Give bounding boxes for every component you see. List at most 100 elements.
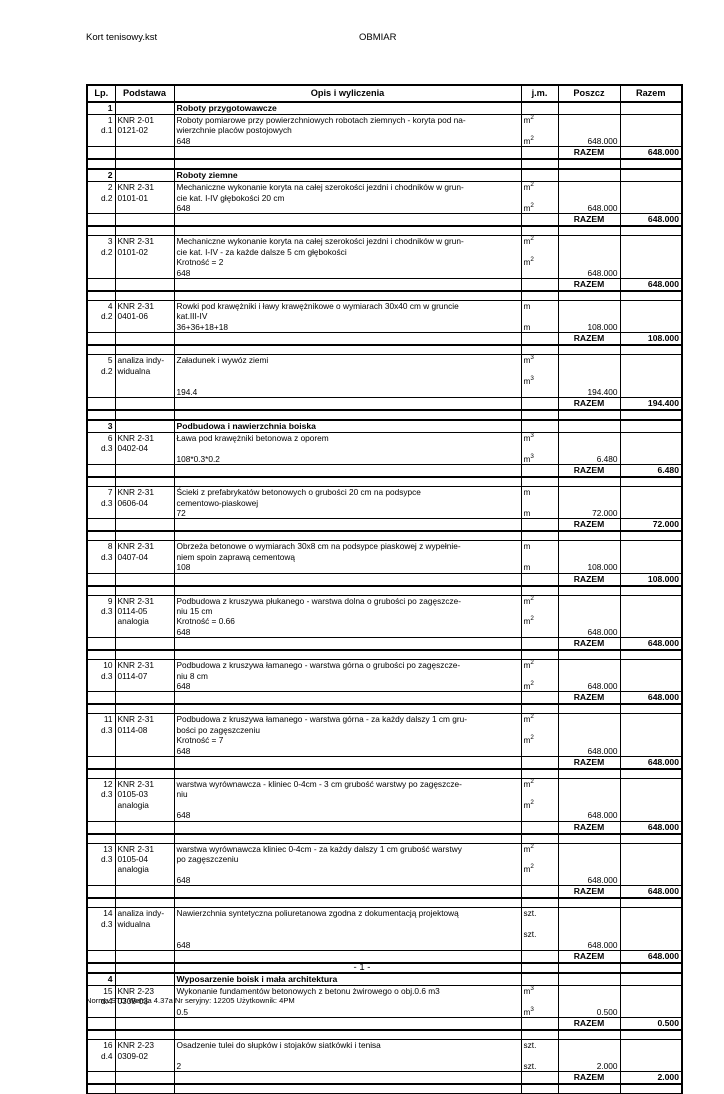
spacer-cell [619,409,683,421]
table-row[interactable]: 3 d.2 KNR 2-31 0101-02 Mechaniczne wykonanie… [86,235,683,280]
spacer-cell [114,585,175,596]
spacer-cell [557,1030,621,1041]
total-lp-cell [86,572,116,587]
row-poszcz-cell: 108.000 [557,300,621,334]
spacer-cell [557,585,621,596]
section-title: Roboty przygotowawcze [173,101,522,115]
row-podstawa-cell: analiza indy-widualna [114,907,175,951]
total-value: 648.000 [619,213,683,228]
total-lp-cell [86,518,116,533]
row-description-cell: Ława pod krawężniki betonowa z oporem 10… [173,431,522,466]
table-header-row: Lp. Podstawa Opis i wyliczenia j.m. Posz… [86,84,683,103]
row-description-cell: Rowki pod krawężniki i ławy krawężnikowe… [173,300,522,334]
column-header-poszcz: Poszcz [557,84,621,103]
table-row[interactable]: 8 d.3 KNR 2-31 0407-04 Obrzeża betonowe o wy… [86,540,683,574]
row-spacer [86,531,683,542]
row-spacer [86,833,683,844]
row-podstawa-cell: KNR 2-23 0308-03 [114,984,175,1019]
section-podstawa-cell [114,418,175,433]
column-header-podstawa: Podstawa [114,84,175,103]
total-jm-cell [520,885,559,900]
spacer-cell [619,159,683,170]
table-row[interactable]: 7 d.3 KNR 2-31 0606-04 Ścieki z prefabrykató… [86,486,683,520]
row-unit-cell: m2 m2 [520,778,559,822]
spacer-cell [557,345,621,356]
row-spacer [86,650,683,661]
row-spacer [86,898,683,909]
obmiar-table-body: Lp. Podstawa Opis i wyliczenia j.m. Posz… [86,84,683,1094]
row-poszcz-cell: 0.500 [557,984,621,1019]
spacer-cell [557,159,621,170]
total-opis-cell [173,572,522,587]
spacer-cell [520,531,559,542]
row-number-cell: 6 d.3 [86,431,116,466]
table-row[interactable]: 15 d.4 KNR 2-23 0308-03 Wykonanie fundamentó… [86,984,683,1019]
spacer-cell [173,159,522,170]
spacer-cell [520,1030,559,1041]
table-row[interactable]: 4 d.2 KNR 2-31 0401-06 Rowki pod krawężniki … [86,300,683,334]
row-description-cell: Załadunek i wywóz ziemi 194.4 [173,354,522,398]
row-poszcz-cell: 648.000 [557,713,621,758]
spacer-cell [520,585,559,596]
spacer-cell [619,345,683,356]
total-value: 648.000 [619,885,683,900]
table-row[interactable]: 13 d.3 KNR 2-31 0105-04 analogia warstwa wyró… [86,842,683,887]
obmiar-table: Lp. Podstawa Opis i wyliczenia j.m. Posz… [86,84,683,1094]
table-row[interactable]: 2 d.2 KNR 2-31 0101-01 Mechaniczne wykonanie… [86,181,683,215]
row-unit-cell: szt. szt. [520,1039,559,1073]
section-razem-cell [619,101,683,115]
row-number-cell: 13 d.3 [86,842,116,887]
spacer-cell [520,898,559,909]
total-lp-cell [86,464,116,479]
spacer-cell [86,650,116,661]
row-razem-cell [619,713,683,758]
total-jm-cell [520,572,559,587]
spacer-cell [557,1084,621,1094]
table-row[interactable]: 10 d.3 KNR 2-31 0114-07 Podbudowa z kruszywa… [86,659,683,693]
row-spacer [86,769,683,780]
spacer-cell [173,531,522,542]
total-jm-cell [520,464,559,479]
table-row[interactable]: 11 d.3 KNR 2-31 0114-08 Podbudowa z kruszywa… [86,713,683,758]
total-podstawa-cell [114,464,175,479]
row-description-cell: Wykonanie fundamentów betonowych z beton… [173,984,522,1019]
table-row[interactable]: 16 d.4 KNR 2-23 0309-02 Osadzenie tulei do s… [86,1039,683,1073]
table-row[interactable]: 6 d.3 KNR 2-31 0402-04 Ława pod krawężniki b… [86,431,683,466]
total-podstawa-cell [114,885,175,900]
table-row[interactable]: 12 d.3 KNR 2-31 0105-03 analogia warstwa wyró… [86,778,683,822]
row-razem-cell [619,659,683,693]
row-podstawa-cell: KNR 2-31 0101-02 [114,235,175,280]
row-unit-cell: m2 m2 [520,713,559,758]
row-spacer [86,585,683,596]
row-podstawa-cell: KNR 2-31 0407-04 [114,540,175,574]
spacer-cell [86,833,116,844]
row-razem-cell [619,431,683,466]
row-poszcz-cell: 6.480 [557,431,621,466]
total-opis-cell [173,756,522,770]
row-podstawa-cell: KNR 2-31 0606-04 [114,486,175,520]
section-jm-cell [520,418,559,433]
table-row[interactable]: 1 d.1 KNR 2-01 0121-02 Roboty pomiarowe przy… [86,113,683,148]
column-header-opis: Opis i wyliczenia [173,84,522,103]
row-spacer [86,226,683,237]
row-razem-cell [619,1039,683,1073]
row-poszcz-cell: 194.400 [557,354,621,398]
total-row: RAZEM 648.000 [86,146,683,161]
row-razem-cell [619,778,683,822]
spacer-cell [86,226,116,237]
row-poszcz-cell: 72.000 [557,486,621,520]
spacer-cell [114,531,175,542]
spacer-cell [619,704,683,715]
section-header-row: 4 Wyposarzenie boisk i mała architektura [86,971,683,986]
table-row[interactable]: 5 d.2 analiza indy-widualna Załadunek i wyw… [86,354,683,398]
table-row[interactable]: 14 d.3 analiza indy-widualna Nawierzchnia s… [86,907,683,951]
total-label: RAZEM [557,464,621,479]
section-number: 1 [86,101,116,115]
spacer-cell [557,409,621,421]
table-row[interactable]: 9 d.3 KNR 2-31 0114-05 analogia Podbudowa z k… [86,594,683,639]
total-jm-cell [520,278,559,293]
row-number-cell: 11 d.3 [86,713,116,758]
row-description-cell: Roboty pomiarowe przy powierzchniowych r… [173,113,522,148]
total-jm-cell [520,691,559,706]
total-row: RAZEM 2.000 [86,1071,683,1086]
